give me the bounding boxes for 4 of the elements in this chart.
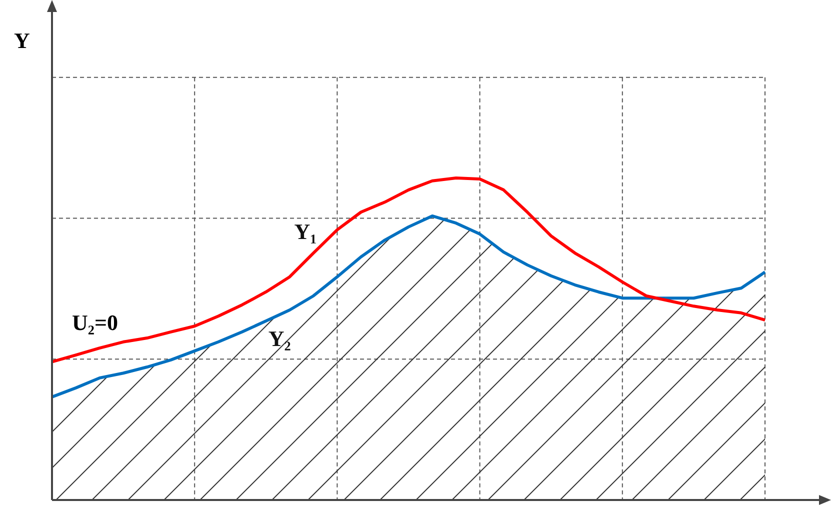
annotation: U₂=0 xyxy=(72,310,118,336)
text: Y xyxy=(14,28,30,54)
series-label: Y₁ xyxy=(294,219,317,244)
series-label: Y₂ xyxy=(268,326,292,352)
